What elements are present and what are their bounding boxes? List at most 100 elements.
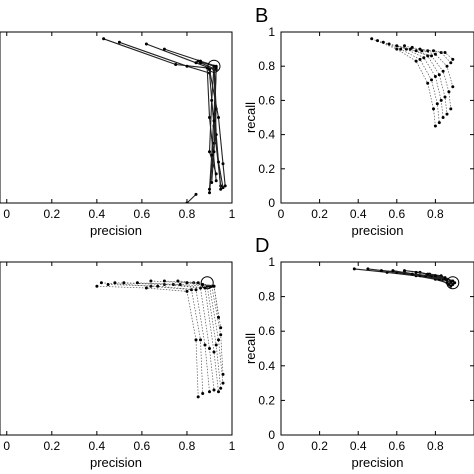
y-tick-label: 0 [268, 196, 275, 210]
series-line [412, 47, 452, 64]
x-tick-label: 0.2 [43, 207, 60, 221]
axes-frame [280, 31, 474, 204]
panel-2: 0 0.2 0.4 0.6 0.8 0 0.2 0.4 0.6 0.8 1 precision reca… [243, 5, 474, 238]
x-tick-label: 0 [3, 207, 10, 221]
series-line [396, 45, 452, 109]
data-point [212, 388, 216, 392]
data-point [219, 333, 223, 337]
data-point [221, 381, 225, 385]
series-layer [352, 267, 460, 290]
x-tick-label: 0.4 [89, 439, 106, 453]
data-point [433, 52, 437, 56]
y-axis-label: recall [243, 333, 258, 364]
x-tick-label: 0.2 [311, 207, 328, 221]
data-point [219, 386, 223, 390]
series-line [404, 45, 454, 87]
series-line [150, 280, 224, 384]
data-point [219, 187, 223, 191]
axes-frame [0, 31, 233, 204]
x-tick-label: 1 [229, 207, 236, 221]
data-point [443, 276, 447, 280]
data-point [403, 269, 406, 273]
data-point [441, 69, 445, 73]
series-line [213, 67, 224, 188]
panel-letter: D [255, 235, 269, 257]
data-point [410, 45, 414, 49]
series-line [114, 282, 215, 391]
data-point [217, 390, 220, 394]
data-point [194, 338, 198, 342]
data-point [443, 51, 447, 54]
y-tick-label: 0.8 [258, 290, 275, 304]
data-point [208, 187, 211, 191]
data-point [214, 179, 218, 183]
data-point [221, 372, 225, 376]
x-axis-label: precision [90, 455, 142, 470]
data-point [102, 37, 106, 41]
y-axis-label: recall [243, 102, 258, 133]
data-point [449, 61, 453, 65]
data-point [403, 44, 406, 48]
y-tick-label: 0.8 [258, 59, 275, 73]
data-point [199, 286, 202, 290]
x-tick-label: 0.2 [311, 439, 328, 453]
data-point [162, 47, 166, 51]
x-tick-label: 0.4 [350, 439, 367, 453]
x-tick-label: 0 [278, 439, 285, 453]
data-point [443, 95, 447, 99]
data-point [208, 191, 211, 195]
data-point [399, 47, 403, 51]
series-line [96, 285, 199, 397]
data-point [196, 395, 200, 399]
data-point [214, 66, 218, 70]
series-line [208, 69, 226, 186]
data-point [214, 343, 218, 347]
y-tick-label: 0.6 [258, 324, 275, 338]
x-tick-label: 0.8 [179, 207, 196, 221]
data-point [99, 281, 103, 285]
data-point [214, 172, 218, 176]
data-point [144, 42, 148, 46]
y-tick-label: 0.2 [258, 162, 275, 176]
data-point [196, 281, 200, 285]
data-point [223, 184, 227, 188]
panel-letter: B [255, 5, 268, 27]
data-point [199, 61, 202, 65]
data-point [212, 119, 216, 123]
data-point [437, 121, 441, 125]
data-point [426, 81, 430, 85]
data-point [149, 279, 153, 283]
data-point [199, 338, 202, 342]
x-axis-label: precision [90, 223, 142, 238]
data-point [162, 279, 166, 283]
data-point [122, 281, 126, 285]
data-point [212, 350, 216, 354]
data-point [208, 150, 211, 154]
series-line [123, 282, 219, 392]
series-line [101, 282, 204, 394]
x-tick-label: 1 [229, 439, 236, 453]
data-point [414, 49, 418, 53]
data-point [435, 102, 439, 106]
series-layer [95, 276, 225, 399]
data-point [185, 281, 189, 285]
highlight-marker [200, 276, 214, 290]
x-tick-label: 0.2 [43, 439, 60, 453]
data-point [445, 64, 449, 68]
series-line [419, 48, 454, 60]
data-point [106, 283, 110, 286]
y-tick-label: 1 [268, 255, 275, 269]
axes-frame [0, 261, 233, 436]
series-line [137, 282, 222, 389]
series-line [186, 282, 219, 318]
series-line [377, 40, 440, 123]
highlight-marker [207, 59, 221, 73]
data-point [194, 192, 198, 196]
x-axis-label: precision [351, 455, 403, 470]
data-point [414, 270, 418, 274]
data-point [376, 39, 379, 43]
data-point [210, 98, 214, 102]
highlight-marker [446, 276, 460, 290]
x-tick-label: 0 [278, 207, 285, 221]
